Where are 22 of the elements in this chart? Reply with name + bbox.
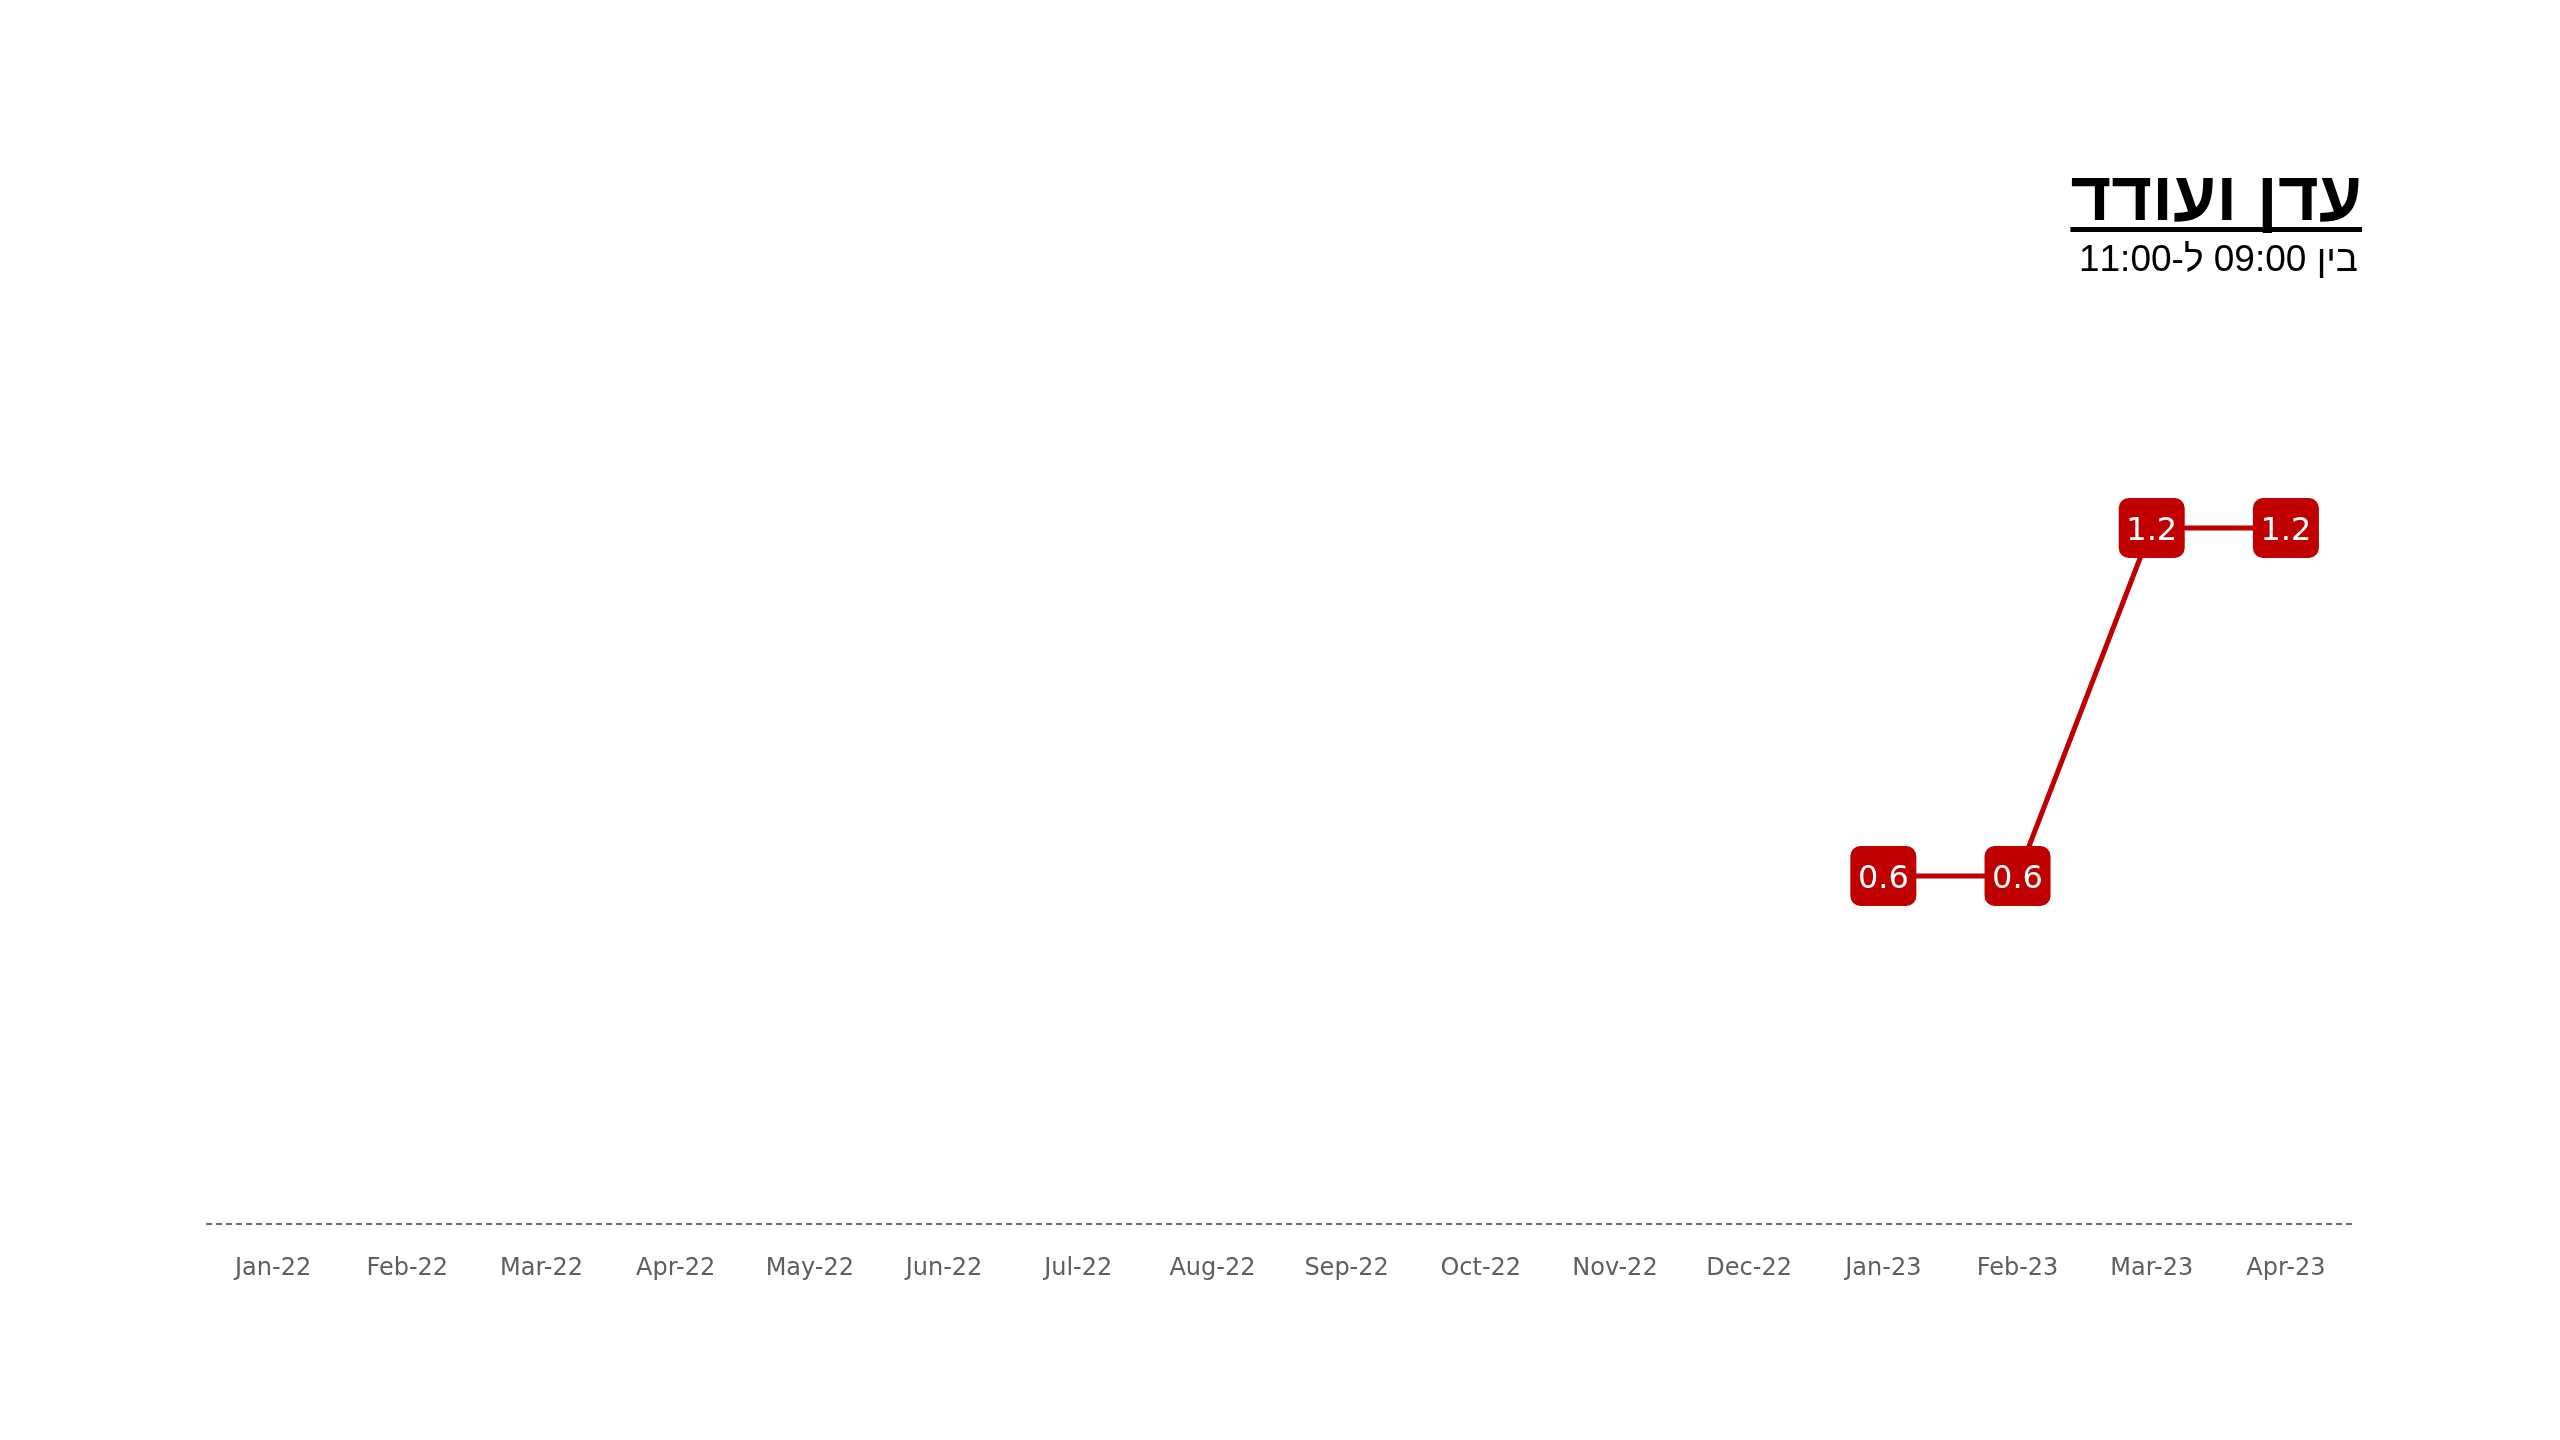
- x-tick-label: Apr-23: [2246, 1253, 2326, 1281]
- x-tick-label: May-22: [765, 1253, 855, 1281]
- x-tick-label: Feb-23: [1976, 1253, 2059, 1281]
- x-tick-label: Aug-22: [1169, 1253, 1256, 1281]
- x-tick-label: Nov-22: [1572, 1253, 1658, 1281]
- x-tick-label: Jun-22: [903, 1253, 983, 1281]
- x-tick-label: Apr-22: [636, 1253, 716, 1281]
- data-label: 1.2: [2260, 510, 2312, 548]
- x-tick-label: Mar-23: [2110, 1253, 2194, 1281]
- x-tick-label: Jul-22: [1042, 1253, 1113, 1281]
- x-tick-label: Jan-22: [232, 1253, 312, 1281]
- x-tick-label: Oct-22: [1440, 1253, 1522, 1281]
- chart-title: עדן ועודד: [2070, 157, 2362, 235]
- x-tick-label: Dec-22: [1706, 1253, 1792, 1281]
- data-label: 0.6: [1857, 858, 1909, 896]
- x-tick-label: Mar-22: [499, 1253, 583, 1281]
- data-label: 1.2: [2126, 510, 2178, 548]
- x-tick-label: Sep-22: [1304, 1253, 1389, 1281]
- x-tick-label: Jan-23: [1843, 1253, 1922, 1281]
- chart-subtitle: בין 09:00 ל-11:00: [2078, 238, 2358, 279]
- data-label: 0.6: [1992, 858, 2043, 896]
- x-tick-label: Feb-22: [366, 1253, 449, 1281]
